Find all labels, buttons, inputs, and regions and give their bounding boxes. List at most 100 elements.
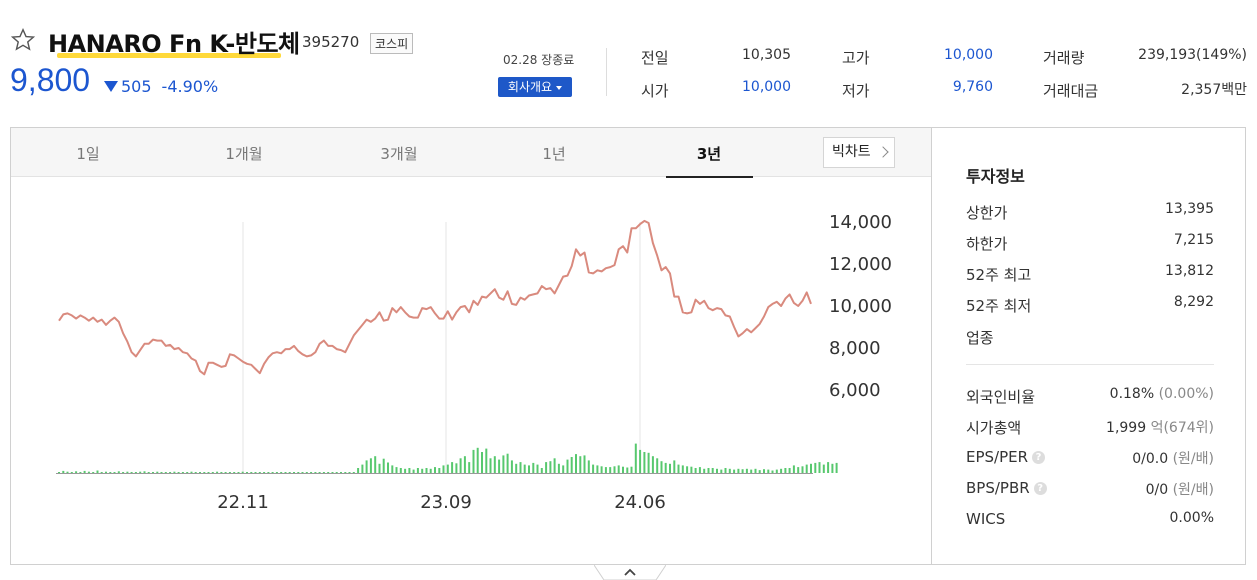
volume-bar [100,472,103,473]
tab-3m[interactable]: 3개월 [380,145,418,163]
volume-bar [224,472,227,473]
volume-bar [382,458,385,473]
company-overview-button[interactable]: 회사개요 [498,77,572,97]
chevron-up-icon [624,568,636,576]
info-title: 투자정보 [966,167,1025,186]
volume-bar [66,471,69,473]
lower-limit-label: 하한가 [966,235,1008,253]
volume-bar [664,462,667,473]
volume-bar [758,470,761,473]
bps-pbr-unit: (원/배) [1172,482,1214,498]
foreign-ratio-sub: (0.00%) [1158,386,1214,402]
bps-pbr-label: BPS/PBR? [966,479,1047,497]
bigchart-label: 빅차트 [832,144,871,160]
volume-bar [750,469,753,473]
volume-bar [241,471,244,473]
volume-bar [476,447,479,473]
tab-3y[interactable]: 3년 [696,145,722,163]
volume-bar [613,466,616,473]
market-badge: 코스피 [370,33,414,54]
volume-bar [455,463,458,473]
investment-info-panel [931,127,1246,565]
eps-per-text: EPS/PER [966,448,1029,466]
volume-bar [378,463,381,473]
volume-bar [344,472,347,473]
bigchart-button[interactable]: 빅차트 [823,137,895,168]
collapse-toggle[interactable] [594,565,666,580]
high52-label: 52주 최고 [966,266,1032,284]
volume-bar [587,460,590,473]
volume-bar [788,468,791,473]
volume-bar [301,472,304,473]
volume-bar [395,467,398,473]
volume-bar [280,472,283,473]
volume-bar [434,467,436,473]
volume-bar [741,469,744,473]
volume-bar [297,472,300,473]
volume-bar [634,443,637,473]
volume-bar [596,465,599,473]
volume-bar [763,469,765,473]
volume-bar [331,472,334,473]
volume-label: 거래량 [1043,49,1085,67]
volume-bar [416,468,419,473]
price-change: 505 -4.90% [104,77,218,96]
volume-bar [681,465,684,473]
volume-bar [630,466,633,473]
volume-bar [570,457,573,473]
volume-bar [203,472,206,473]
volume-bar [805,464,808,473]
info-divider [966,364,1214,365]
volume-bar [220,472,223,473]
volume-bar [130,472,133,473]
tab-1d[interactable]: 1일 [76,145,100,163]
volume-bar [190,471,193,473]
foreign-ratio-value: 0.18% (0.00%) [1110,386,1214,402]
volume-bar [391,465,394,473]
volume-bar [643,452,646,473]
tab-1m[interactable]: 1개월 [225,145,263,163]
volume-bar [186,472,189,473]
volume-bar [438,468,441,473]
volume-bar [117,471,120,473]
volume-bar [703,468,706,473]
volume-bar [549,461,552,473]
help-icon[interactable]: ? [1032,451,1046,464]
volume-bar [62,470,65,473]
volume-bar [374,456,377,473]
volume-bar [827,462,830,473]
divider [606,48,607,96]
volume-bar [408,468,411,473]
low-label: 저가 [842,82,870,100]
x-tick-2406: 24.06 [614,492,666,513]
volume-bar [651,456,654,473]
current-price: 9,800 [10,62,91,98]
volume-bar [532,462,535,473]
volume-bar [340,472,342,473]
volume-bar [493,456,496,473]
help-icon[interactable]: ? [1033,482,1047,495]
volume-bar [92,472,95,473]
volume-bar [515,463,518,473]
market-cap-unit: 억 [1150,420,1164,436]
volume-bar [545,462,548,473]
volume-bar [767,469,770,473]
volume-bar [75,471,78,473]
bps-pbr-value: 0/0 (원/배) [1146,479,1214,499]
price-line [58,219,812,376]
favorite-star-icon[interactable] [10,27,36,53]
market-cap-value: 1,999 억(674위) [1106,417,1214,437]
volume-bar [451,462,454,473]
volume-bar [216,471,219,473]
price-chart[interactable] [0,0,930,565]
volume-bar [288,472,291,473]
volume-bar [412,469,415,473]
tab-1y[interactable]: 1년 [542,145,566,163]
volume-bar [835,462,838,473]
volume-bar [656,458,659,473]
volume-bar [810,463,812,473]
volume-bar [446,464,449,473]
volume-bar [237,472,240,473]
volume-bar [485,448,488,473]
market-cap-label: 시가총액 [966,419,1022,437]
